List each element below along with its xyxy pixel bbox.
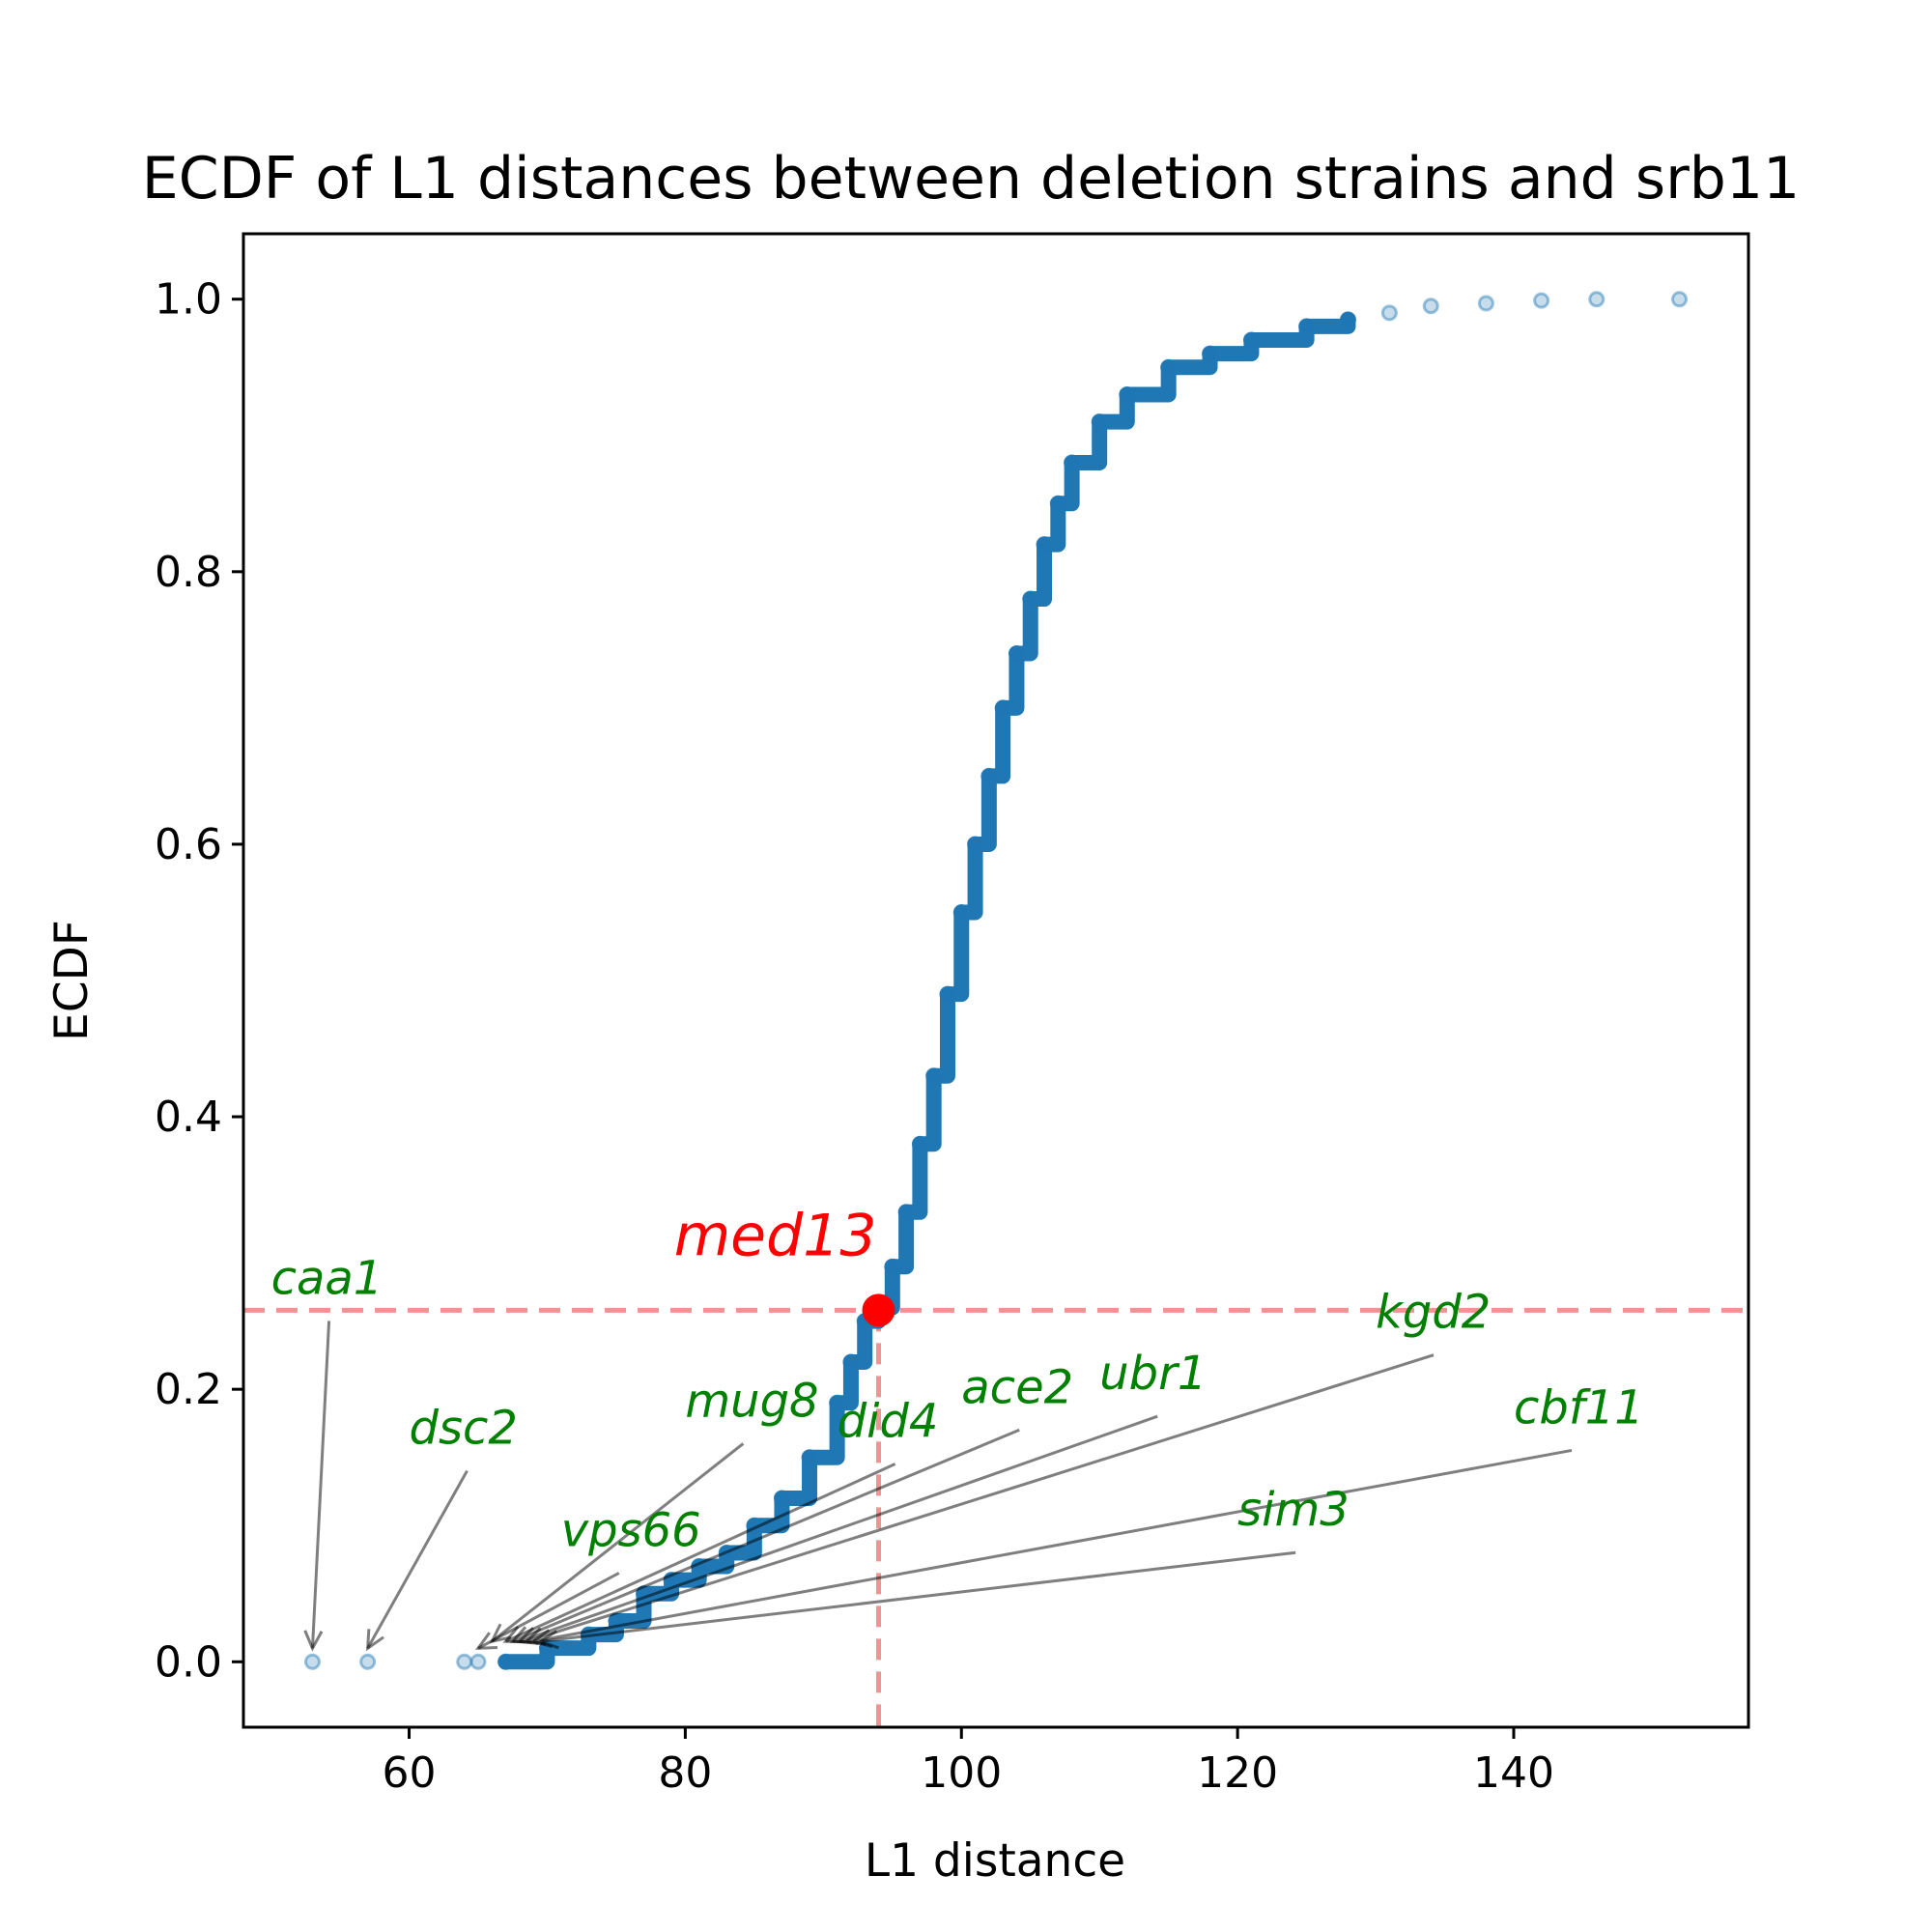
ecdf-step-line <box>497 311 1356 1670</box>
annotation-arrow-line <box>366 1469 469 1650</box>
y-axis-ticks: 0.0 0.2 0.4 0.6 0.8 1.0 <box>155 275 243 1687</box>
annotation-arrow-line <box>512 1428 1020 1643</box>
ecdf-point <box>497 1653 515 1670</box>
x-tick-label: 60 <box>383 1748 437 1798</box>
ecdf-point <box>980 767 998 784</box>
ecdf-point <box>1036 536 1053 554</box>
annotation-arrow-line <box>519 1414 1158 1643</box>
x-tick-label: 80 <box>658 1748 712 1798</box>
annotation-label: caa1 <box>271 1251 384 1305</box>
annotation-arrow-head <box>303 1630 324 1652</box>
chart-title: ECDF of L1 distances between deletion st… <box>142 145 1800 213</box>
y-tick-label: 1.0 <box>155 275 222 325</box>
annotation-label: did4 <box>838 1395 939 1449</box>
annotation-label: dsc2 <box>410 1402 518 1456</box>
y-tick-label: 0.8 <box>155 548 222 597</box>
highlight-group: med13 <box>674 1202 895 1327</box>
x-tick-label: 140 <box>1473 1748 1554 1798</box>
ecdf-point <box>1202 345 1219 362</box>
ecdf-point <box>884 1258 901 1275</box>
ecdf-point <box>456 1653 473 1670</box>
plot-frame <box>242 232 1750 1729</box>
y-tick-label: 0.4 <box>155 1093 222 1142</box>
y-tick-label: 0.0 <box>155 1637 222 1687</box>
annotation-arrow-line <box>532 1448 1573 1643</box>
ecdf-point <box>1242 331 1260 349</box>
ecdf-point <box>303 1653 321 1670</box>
ecdf-point <box>897 1204 915 1221</box>
x-tick-label: 100 <box>921 1748 1002 1798</box>
x-tick-label: 120 <box>1197 1748 1278 1798</box>
highlight-label: med13 <box>674 1202 877 1269</box>
y-tick-label: 0.2 <box>155 1365 222 1414</box>
annotation-arrow-head <box>489 1623 512 1644</box>
ecdf-point <box>1422 298 1439 315</box>
ecdf-point <box>1380 304 1398 322</box>
ecdf-point <box>925 1067 943 1085</box>
ecdf-point <box>359 1653 377 1670</box>
ecdf-point <box>1091 413 1108 431</box>
ecdf-point <box>967 836 984 853</box>
annotation-labels: caa1 dsc2 vps66 mug8 did4 ace2 ubr1 kgd2 cbf11 si… <box>271 1251 1644 1557</box>
annotation-arrow-line <box>477 1572 620 1650</box>
ecdf-point <box>911 1135 928 1152</box>
x-axis-label: L1 distance <box>865 1834 1125 1888</box>
ecdf-point <box>801 1449 818 1466</box>
annotation-label: vps66 <box>561 1503 701 1557</box>
annotation-arrow-head <box>536 1630 559 1650</box>
ecdf-point <box>952 903 970 921</box>
annotation-label: ubr1 <box>1099 1347 1207 1401</box>
ecdf-point <box>1298 318 1316 335</box>
x-axis-ticks: 60 80 100 120 140 <box>383 1727 1554 1798</box>
annotation-arrow-line <box>504 1463 896 1643</box>
annotation-arrow-line <box>310 1321 331 1649</box>
annotation-arrow-head <box>474 1632 498 1650</box>
ecdf-point <box>842 1353 860 1371</box>
reference-lines <box>243 1307 1748 1727</box>
ecdf-point <box>1588 291 1605 308</box>
annotation-arrow-line <box>540 1550 1296 1643</box>
ecdf-point <box>829 1394 846 1411</box>
annotation-arrow-line <box>526 1353 1435 1643</box>
annotation-label: kgd2 <box>1376 1286 1491 1340</box>
ecdf-point <box>1064 454 1081 471</box>
annotation-arrows <box>303 1321 1573 1652</box>
ecdf-point <box>1049 495 1066 512</box>
annotation-arrow-head <box>365 1629 384 1652</box>
ecdf-point <box>1119 385 1136 403</box>
ecdf-curve <box>497 311 1356 1670</box>
ecdf-point <box>1022 590 1039 608</box>
annotation-label: cbf11 <box>1514 1380 1644 1435</box>
ecdf-point <box>1533 292 1550 309</box>
ecdf-point <box>1008 644 1025 662</box>
annotation-label: ace2 <box>961 1360 1073 1414</box>
ecdf-point <box>469 1653 487 1670</box>
y-axis-label: ECDF <box>45 920 99 1041</box>
ecdf-points <box>303 291 1689 1670</box>
annotation-arrow-line <box>491 1442 745 1643</box>
ecdf-point <box>1671 291 1689 308</box>
annotation-label: sim3 <box>1237 1483 1350 1537</box>
ecdf-point <box>773 1490 790 1507</box>
annotation-label: mug8 <box>685 1374 818 1428</box>
y-tick-label: 0.6 <box>155 820 222 869</box>
ecdf-point <box>1160 358 1178 376</box>
ecdf-point <box>939 985 956 1003</box>
ecdf-point <box>1339 311 1356 328</box>
ecdf-point <box>1477 295 1494 312</box>
highlight-point <box>862 1293 895 1327</box>
ecdf-point <box>994 699 1011 717</box>
